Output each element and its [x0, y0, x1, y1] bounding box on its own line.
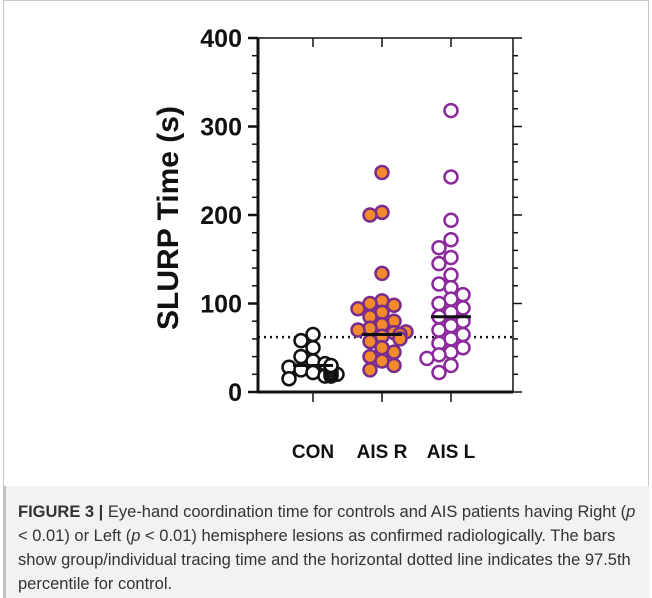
data-point: [443, 249, 459, 266]
data-point: [443, 267, 459, 283]
data-point: [443, 169, 459, 185]
data-point: [374, 265, 390, 282]
data-point: [293, 332, 309, 349]
data-point: [386, 357, 402, 374]
y-tick-label: 300: [200, 114, 242, 142]
data-point: [386, 297, 402, 314]
data-point: [431, 364, 447, 381]
data-point: [419, 350, 435, 367]
figure-frame: [3, 0, 649, 596]
y-tick-label: 0: [228, 379, 242, 407]
data-point: [305, 340, 321, 356]
x-category-label: CON: [292, 442, 334, 463]
x-category-label: AIS R: [357, 442, 408, 463]
data-points: [281, 102, 471, 387]
x-category-label: AIS L: [427, 442, 476, 463]
data-point: [374, 164, 390, 181]
data-point: [431, 322, 447, 338]
data-point: [443, 357, 459, 374]
data-point: [281, 370, 297, 387]
data-point: [431, 295, 447, 312]
data-point: [443, 232, 459, 248]
y-tick-label: 200: [200, 202, 242, 230]
y-axis-label: SLURP Time (s): [152, 106, 185, 330]
y-ticks: 0 100 200 300 400: [200, 25, 522, 407]
data-point: [350, 322, 366, 338]
figure-caption: FIGURE 3 | Eye-hand coordination time fo…: [18, 500, 638, 596]
caption-p-1: p: [626, 503, 636, 521]
data-point: [362, 362, 378, 378]
caption-text-2: < 0.01) or Left (: [18, 527, 132, 545]
data-point: [386, 344, 402, 360]
caption-label: FIGURE 3 |: [18, 503, 104, 521]
data-point: [431, 239, 447, 256]
scatter-chart: 0 100 200 300 400 CON AIS R AIS L SLURP Time (…: [152, 25, 522, 463]
data-point: [431, 255, 447, 272]
x-category-labels: CON AIS R AIS L: [292, 442, 476, 463]
data-point: [362, 207, 378, 223]
data-point: [443, 102, 459, 119]
caption-text-1: Eye-hand coordination time for controls …: [103, 503, 627, 521]
data-point: [443, 212, 459, 229]
y-tick-label: 100: [200, 291, 242, 319]
caption-text-3: < 0.01) hemisphere lesions as confirmed …: [18, 527, 631, 593]
median-bars: [293, 315, 471, 367]
y-tick-label: 400: [200, 25, 242, 53]
caption-box: [3, 486, 649, 598]
data-point: [350, 301, 366, 317]
caption-p-2: p: [131, 527, 141, 545]
